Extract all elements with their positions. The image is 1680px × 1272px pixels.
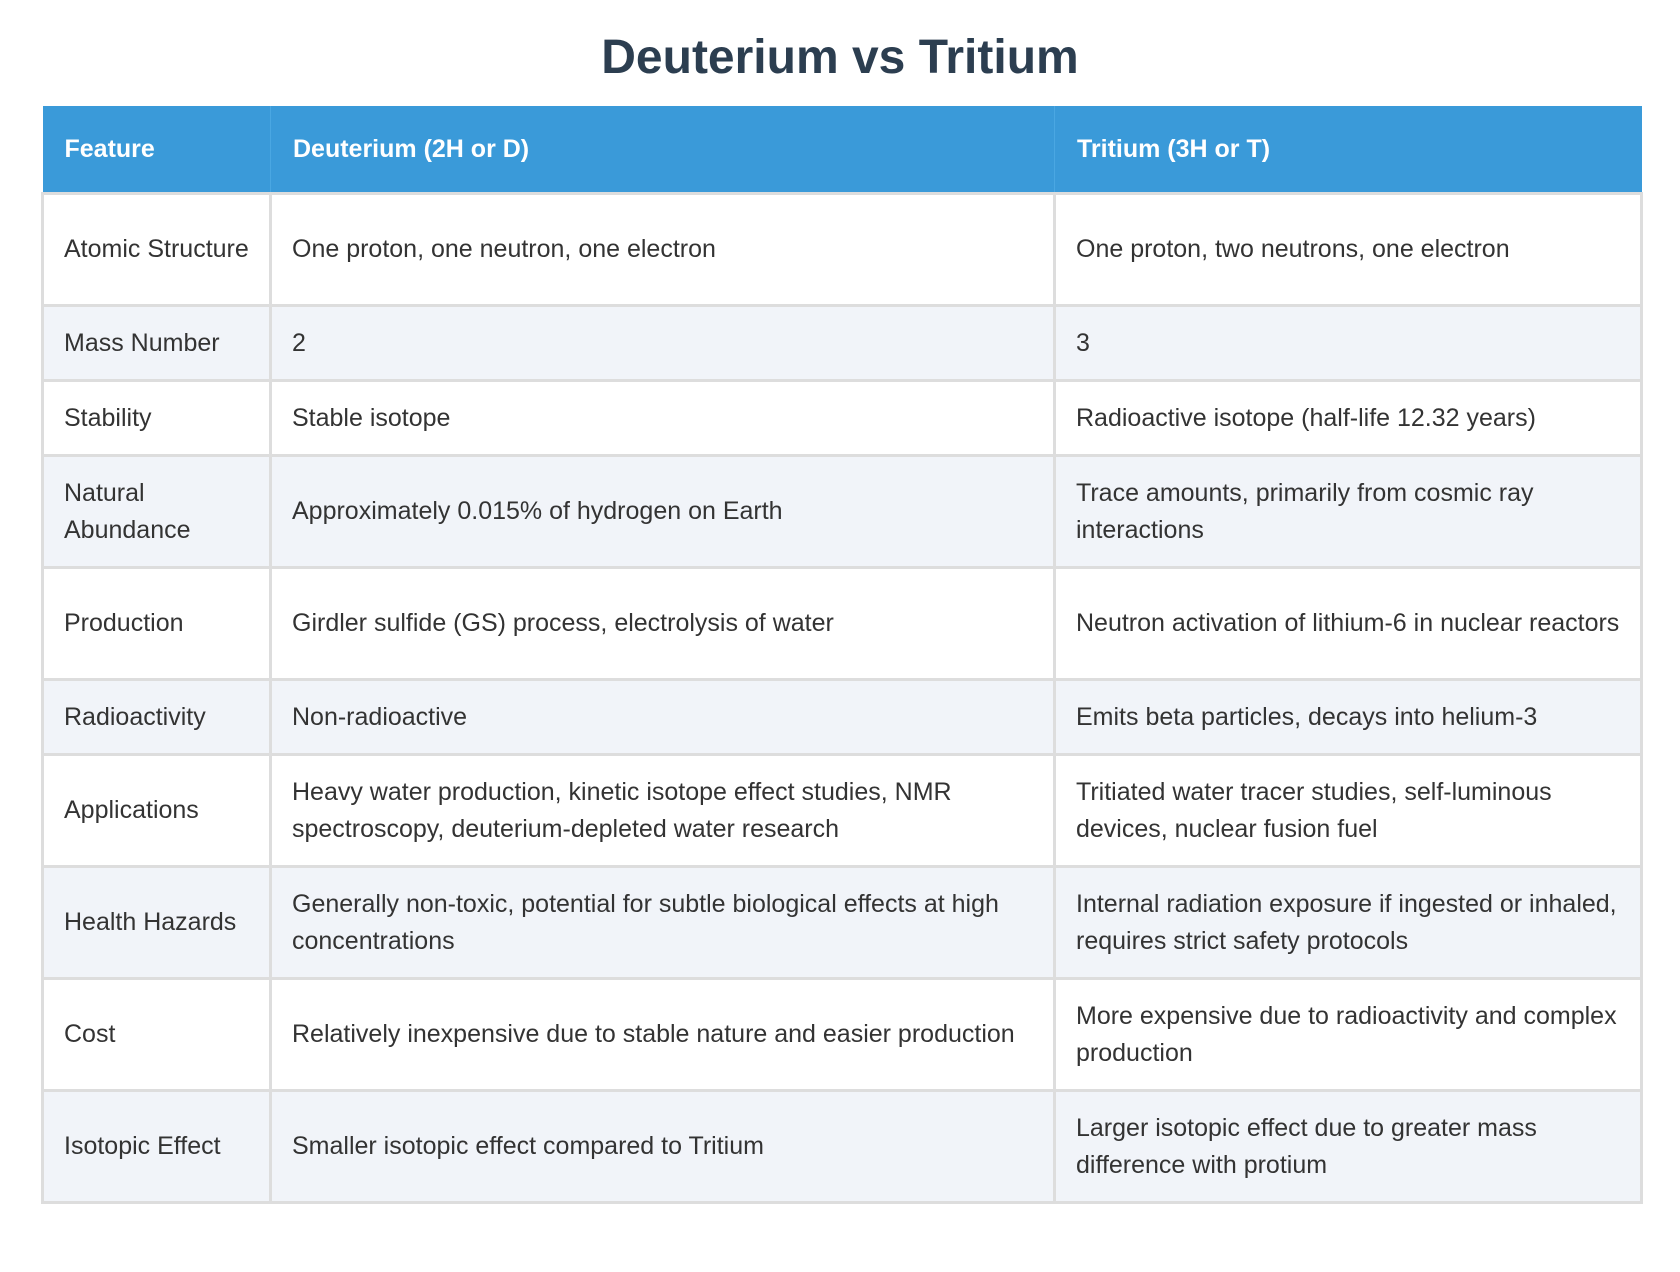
- feature-cell: Natural Abundance: [41, 454, 272, 569]
- table-row: Production Girdler sulfide (GS) process,…: [41, 566, 1643, 681]
- tritium-cell: Radioactive isotope (half-life 12.32 yea…: [1053, 379, 1643, 457]
- deuterium-cell: 2: [269, 304, 1056, 382]
- deuterium-cell: Approximately 0.015% of hydrogen on Eart…: [269, 454, 1056, 569]
- column-header-tritium: Tritium (3H or T): [1054, 106, 1642, 194]
- table-row: Stability Stable isotope Radioactive iso…: [41, 379, 1643, 457]
- tritium-cell: Emits beta particles, decays into helium…: [1053, 678, 1643, 756]
- table-row: Cost Relatively inexpensive due to stabl…: [41, 977, 1643, 1092]
- table-row: Applications Heavy water production, kin…: [41, 753, 1643, 868]
- table-row: Atomic Structure One proton, one neutron…: [41, 192, 1643, 307]
- feature-cell: Applications: [41, 753, 272, 868]
- deuterium-cell: Relatively inexpensive due to stable nat…: [269, 977, 1056, 1092]
- feature-cell: Cost: [41, 977, 272, 1092]
- deuterium-cell: Non-radioactive: [269, 678, 1056, 756]
- table-row: Mass Number 2 3: [41, 304, 1643, 382]
- column-header-deuterium: Deuterium (2H or D): [270, 106, 1055, 194]
- table-header: Feature Deuterium (2H or D) Tritium (3H …: [42, 106, 1642, 194]
- deuterium-cell: One proton, one neutron, one electron: [269, 192, 1056, 307]
- table-row: Health Hazards Generally non-toxic, pote…: [41, 865, 1643, 980]
- tritium-cell: Larger isotopic effect due to greater ma…: [1053, 1089, 1643, 1204]
- table-row: Natural Abundance Approximately 0.015% o…: [41, 454, 1643, 569]
- table-body: Atomic Structure One proton, one neutron…: [41, 192, 1643, 1204]
- deuterium-cell: Generally non-toxic, potential for subtl…: [269, 865, 1056, 980]
- feature-cell: Health Hazards: [41, 865, 272, 980]
- tritium-cell: Tritiated water tracer studies, self-lum…: [1053, 753, 1643, 868]
- tritium-cell: More expensive due to radioactivity and …: [1053, 977, 1643, 1092]
- tritium-cell: Trace amounts, primarily from cosmic ray…: [1053, 454, 1643, 569]
- feature-cell: Isotopic Effect: [41, 1089, 272, 1204]
- feature-cell: Production: [41, 566, 272, 681]
- tritium-cell: Internal radiation exposure if ingested …: [1053, 865, 1643, 980]
- deuterium-cell: Stable isotope: [269, 379, 1056, 457]
- table-row: Radioactivity Non-radioactive Emits beta…: [41, 678, 1643, 756]
- header-row: Feature Deuterium (2H or D) Tritium (3H …: [42, 106, 1642, 194]
- deuterium-cell: Girdler sulfide (GS) process, electrolys…: [269, 566, 1056, 681]
- feature-cell: Radioactivity: [41, 678, 272, 756]
- feature-cell: Mass Number: [41, 304, 272, 382]
- deuterium-cell: Smaller isotopic effect compared to Trit…: [269, 1089, 1056, 1204]
- table-row: Isotopic Effect Smaller isotopic effect …: [41, 1089, 1643, 1204]
- page-title: Deuterium vs Tritium: [601, 31, 1079, 84]
- deuterium-cell: Heavy water production, kinetic isotope …: [269, 753, 1056, 868]
- tritium-cell: Neutron activation of lithium-6 in nucle…: [1053, 566, 1643, 681]
- tritium-cell: One proton, two neutrons, one electron: [1053, 192, 1643, 307]
- tritium-cell: 3: [1053, 304, 1643, 382]
- column-header-feature: Feature: [42, 106, 271, 194]
- feature-cell: Atomic Structure: [41, 192, 272, 307]
- comparison-table: Feature Deuterium (2H or D) Tritium (3H …: [41, 106, 1643, 1204]
- feature-cell: Stability: [41, 379, 272, 457]
